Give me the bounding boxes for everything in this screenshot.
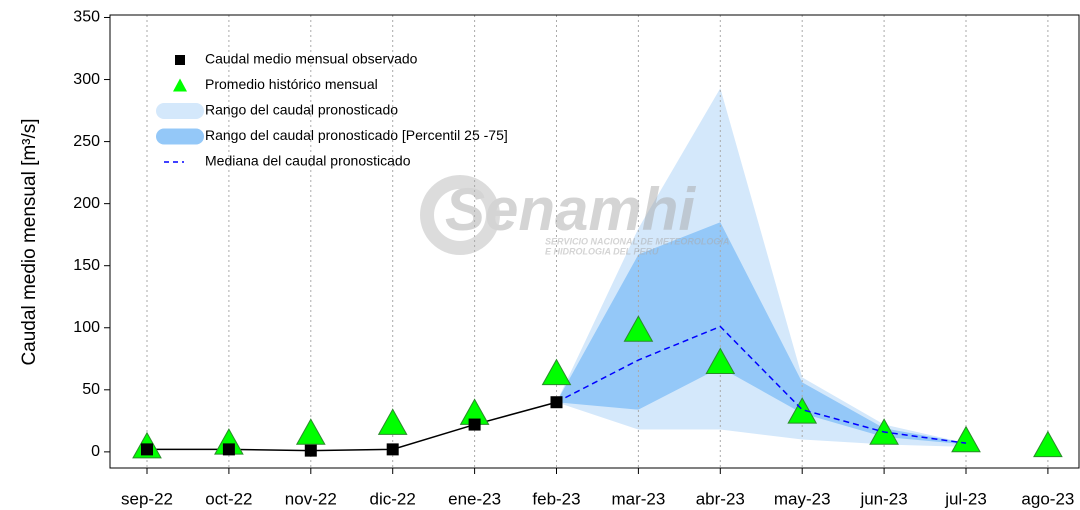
historical-point	[1033, 430, 1063, 458]
y-tick-label: 50	[82, 381, 100, 398]
x-tick-label: sep-22	[121, 489, 173, 508]
plot-frame	[109, 14, 1080, 469]
x-tick-label: abr-23	[696, 489, 745, 508]
x-tick-label: ene-23	[448, 489, 501, 508]
markers	[141, 396, 563, 457]
historical-point	[541, 358, 572, 386]
observed-point	[304, 444, 317, 457]
x-tick-label: feb-23	[532, 489, 580, 508]
observed-point	[222, 443, 235, 456]
historical-point	[705, 347, 736, 375]
legend-label: Promedio histórico mensual	[205, 76, 378, 92]
y-tick-label: 150	[73, 257, 100, 274]
historical-point	[787, 397, 818, 424]
observed-point	[468, 418, 481, 431]
historical-point	[623, 315, 654, 342]
historical-point	[377, 408, 408, 435]
y-tick-label: 200	[73, 195, 100, 212]
y-tick-label: 350	[73, 9, 100, 26]
y-axis-label: Caudal medio mensual [m³/s]	[19, 118, 40, 365]
y-tick-label: 0	[91, 443, 100, 460]
observed-line	[147, 401, 557, 452]
bands	[556, 88, 966, 447]
legend-label: Rango del caudal pronosticado	[205, 102, 398, 118]
legend-swatch	[173, 78, 187, 92]
observed-point	[386, 443, 399, 456]
historical-point	[951, 425, 981, 453]
legend-label: Mediana del caudal pronosticado	[205, 153, 411, 169]
watermark-text: E HIDROLOGIA DEL PERU	[545, 246, 659, 256]
x-tick-label: jul-23	[944, 489, 987, 508]
legend-swatch	[156, 128, 204, 145]
legend-swatch	[156, 103, 204, 119]
observed-point	[141, 443, 153, 456]
x-tick-label: mar-23	[611, 489, 665, 508]
y-tick-label: 100	[73, 319, 100, 336]
y-tick-label: 300	[73, 71, 100, 88]
watermark-name: Senamhi	[445, 176, 696, 243]
x-tick-label: ago-23	[1021, 489, 1074, 508]
historical-point	[295, 418, 326, 445]
legend-label: Caudal medio mensual observado	[205, 51, 418, 67]
legend-label: Rango del caudal pronosticado [Percentil…	[205, 127, 508, 143]
x-tick-label: dic-22	[370, 489, 416, 508]
x-tick-label: may-23	[774, 489, 831, 508]
y-tick-label: 250	[73, 133, 100, 150]
legend-swatch	[175, 55, 185, 65]
x-tick-label: jun-23	[859, 489, 907, 508]
observed-point	[550, 396, 563, 409]
x-tick-label: oct-22	[205, 489, 252, 508]
watermark: Senamhi SERVICIO NACIONAL DE METEOROLOGI…	[420, 175, 729, 256]
x-tick-label: nov-22	[285, 489, 337, 508]
forecast-band	[556, 222, 966, 445]
legend: Caudal medio mensual observado Promedio h…	[156, 51, 508, 169]
watermark-sun	[434, 189, 486, 241]
watermark-text: SERVICIO NACIONAL DE METEOROLOGIA	[545, 236, 729, 246]
